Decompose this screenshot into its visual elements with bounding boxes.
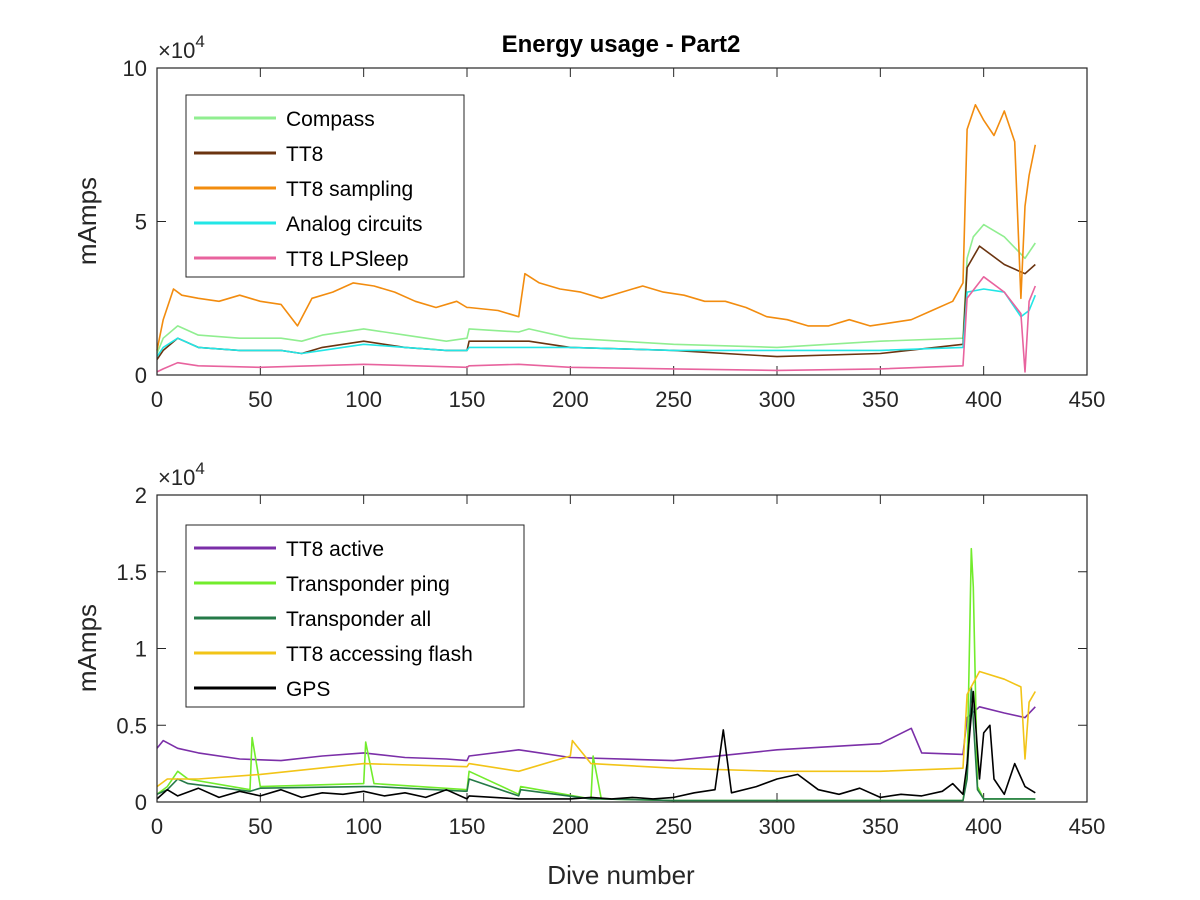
legend-label: TT8 LPSleep bbox=[286, 248, 409, 271]
energy-chart-bottom: 0 50 100 150 200 250 300 350 400 450 0 0.5 1 1.5 2 ×1… bbox=[72, 459, 1105, 890]
legend-label: TT8 bbox=[286, 143, 323, 166]
legend-label: GPS bbox=[286, 678, 330, 701]
axes-box bbox=[156, 67, 1088, 376]
y-axis-label: mAmps bbox=[72, 177, 102, 265]
exponent-base: ×10 bbox=[158, 38, 195, 63]
x-tick-label: 250 bbox=[655, 814, 692, 839]
x-tick-label: 200 bbox=[552, 387, 589, 412]
y-tick-label: 2 bbox=[135, 483, 147, 508]
series-lines bbox=[156, 104, 1037, 373]
x-tick-label: 0 bbox=[151, 387, 163, 412]
x-tick-label: 400 bbox=[965, 814, 1002, 839]
legend-label: Transponder ping bbox=[286, 573, 450, 596]
y-tick-labels: 0 0.5 1 1.5 2 bbox=[116, 483, 147, 815]
x-tick-labels: 0 50 100 150 200 250 300 350 400 450 bbox=[151, 387, 1105, 412]
y-tick-label: 0 bbox=[135, 790, 147, 815]
series-line-analog-circuits bbox=[156, 288, 1037, 358]
y-tick-label: 0.5 bbox=[116, 713, 147, 738]
series-line-tt8-sampling bbox=[156, 104, 1037, 351]
y-exponent-label: ×104 bbox=[158, 32, 205, 63]
series-line-gps bbox=[156, 690, 1036, 800]
x-tick-label: 150 bbox=[449, 387, 486, 412]
x-tick-label: 350 bbox=[862, 814, 899, 839]
y-exponent-label: ×104 bbox=[158, 459, 205, 490]
legend-box bbox=[185, 524, 525, 708]
x-tick-label: 250 bbox=[655, 387, 692, 412]
x-tick-label: 400 bbox=[965, 387, 1002, 412]
x-axis-label: Dive number bbox=[547, 860, 695, 890]
energy-chart-top: Energy usage - Part2 0 50 100 150 200 250 300 3… bbox=[72, 31, 1105, 412]
series-line-tt8-accessing-flash bbox=[156, 670, 1036, 788]
x-tick-label: 100 bbox=[345, 814, 382, 839]
series-line-tt8-lpsleep bbox=[156, 275, 1037, 373]
x-tick-label: 300 bbox=[759, 814, 796, 839]
y-tick-labels: 0 5 10 bbox=[123, 56, 147, 388]
x-tick-label: 350 bbox=[862, 387, 899, 412]
x-tick-label: 450 bbox=[1069, 814, 1106, 839]
series-lines bbox=[156, 547, 1036, 802]
legend-label: TT8 sampling bbox=[286, 178, 413, 201]
x-tick-label: 100 bbox=[345, 387, 382, 412]
legend: Compass TT8 TT8 sampling Analog circuits TT8… bbox=[185, 94, 465, 278]
exponent-power: 4 bbox=[195, 459, 204, 478]
x-tick-label: 150 bbox=[449, 814, 486, 839]
series-line-tt8-active bbox=[156, 705, 1036, 762]
x-tick-label: 0 bbox=[151, 814, 163, 839]
y-tick-label: 1 bbox=[135, 637, 147, 662]
y-tick-label: 5 bbox=[135, 210, 147, 235]
legend-box bbox=[185, 94, 465, 278]
x-tick-label: 50 bbox=[248, 387, 272, 412]
x-tick-label: 450 bbox=[1069, 387, 1106, 412]
y-tick-label: 1.5 bbox=[116, 560, 147, 585]
y-axis-label: mAmps bbox=[72, 604, 102, 692]
chart-title: Energy usage - Part2 bbox=[502, 31, 741, 58]
series-line-transponder-ping bbox=[156, 547, 1036, 802]
axes-box bbox=[156, 494, 1088, 803]
y-tick-label: 10 bbox=[123, 56, 147, 81]
x-tick-label: 200 bbox=[552, 814, 589, 839]
exponent-base: ×10 bbox=[158, 465, 195, 490]
legend-label: Compass bbox=[286, 108, 375, 131]
x-tick-label: 300 bbox=[759, 387, 796, 412]
exponent-power: 4 bbox=[195, 32, 204, 51]
y-tick-label: 0 bbox=[135, 363, 147, 388]
legend-label: Analog circuits bbox=[286, 213, 423, 236]
legend-label: TT8 accessing flash bbox=[286, 643, 473, 666]
series-line-compass bbox=[156, 223, 1036, 354]
legend-label: TT8 active bbox=[286, 538, 384, 561]
legend: TT8 active Transponder ping Transponder al… bbox=[185, 524, 525, 708]
x-tick-labels: 0 50 100 150 200 250 300 350 400 450 bbox=[151, 814, 1105, 839]
legend-label: Transponder all bbox=[286, 608, 431, 631]
x-tick-label: 50 bbox=[248, 814, 272, 839]
